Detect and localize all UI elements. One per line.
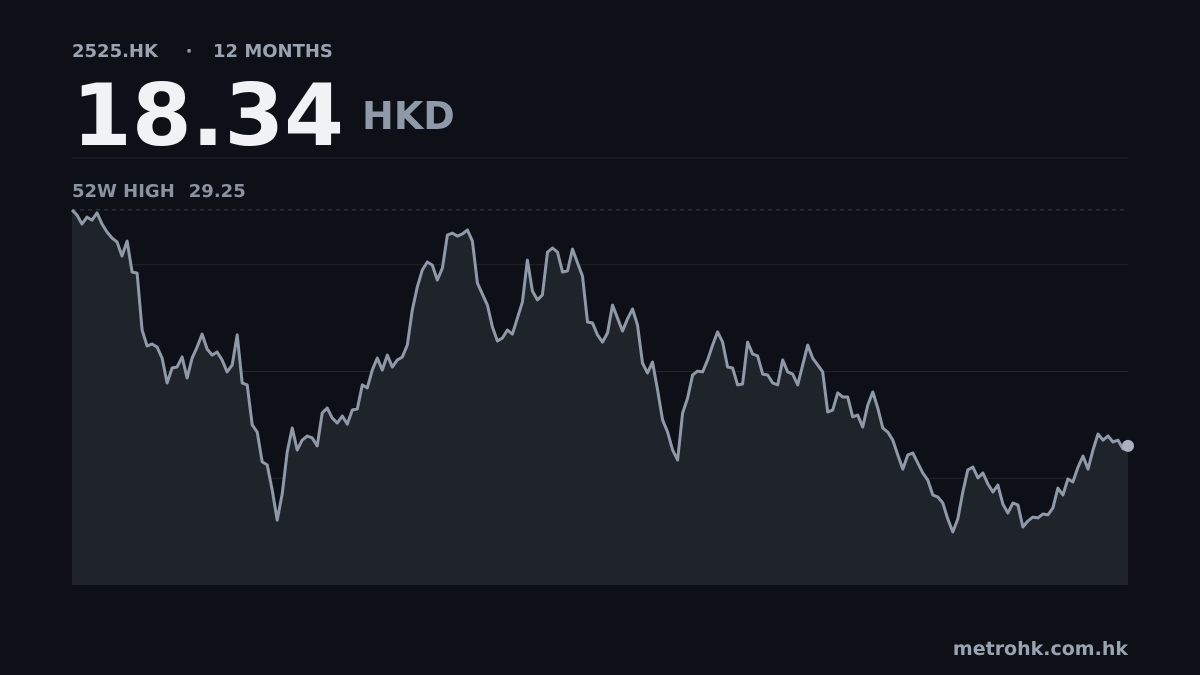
currency: HKD <box>362 94 455 138</box>
separator: · <box>186 41 193 62</box>
high-value: 29.25 <box>189 181 246 202</box>
symbol: 2525.HK <box>72 41 159 62</box>
price: 18.34 <box>72 66 344 166</box>
area <box>72 209 1128 585</box>
period: 12 MONTHS <box>213 41 333 62</box>
last-point <box>1122 439 1134 452</box>
price-line <box>70 208 1129 534</box>
source: metrohk.com.hk <box>953 638 1128 660</box>
high-label: 52W HIGH <box>72 181 175 202</box>
